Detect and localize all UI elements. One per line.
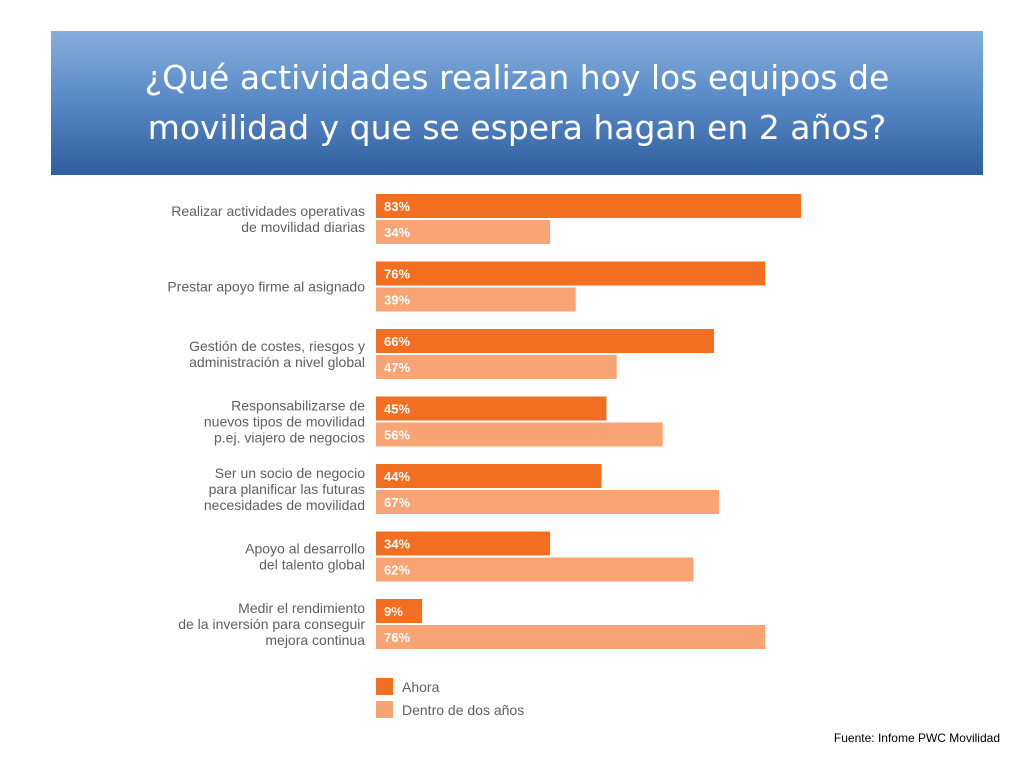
category-label: mejora continua <box>265 632 365 648</box>
category-label: Responsabilizarse de <box>231 398 365 414</box>
legend-swatch <box>376 678 393 695</box>
bar-value-label: 9% <box>384 604 403 619</box>
category-label: p.ej. viajero de negocios <box>214 430 365 446</box>
bar-value-label: 66% <box>384 334 410 349</box>
bar-value-label: 44% <box>384 469 410 484</box>
category-label: administración a nivel global <box>189 354 365 370</box>
category-label: nuevos tipos de movilidad <box>204 414 365 430</box>
category-label: Realizar actividades operativas <box>171 203 365 219</box>
bar-ahora-7 <box>376 599 423 623</box>
bar-value-label: 34% <box>384 537 410 552</box>
bar-dos-anos-7 <box>376 625 766 649</box>
category-label: Medir el rendimiento <box>238 600 365 616</box>
source-note: Fuente: Infome PWC Movilidad <box>833 731 1000 745</box>
bar-value-label: 67% <box>384 495 410 510</box>
bar-value-label: 47% <box>384 360 410 375</box>
bar-ahora-4 <box>376 396 607 421</box>
bar-dos-anos-2 <box>376 287 576 312</box>
title-line-1: ¿Qué actividades realizan hoy los equipo… <box>144 58 890 97</box>
bar-value-label: 76% <box>384 267 410 282</box>
category-label: del talento global <box>259 557 365 573</box>
category-label: Ser un socio de negocio <box>215 465 365 481</box>
bar-value-label: 62% <box>384 563 410 578</box>
legend-swatch <box>376 701 393 718</box>
category-label: de la inversión para conseguir <box>178 616 365 632</box>
legend-label: Dentro de dos años <box>402 702 524 718</box>
bar-dos-anos-1 <box>376 220 551 244</box>
bar-value-label: 45% <box>384 402 410 417</box>
category-label: Gestión de costes, riesgos y <box>189 338 365 354</box>
bar-dos-anos-3 <box>376 355 617 379</box>
bar-dos-anos-4 <box>376 422 663 447</box>
bar-dos-anos-5 <box>376 490 720 514</box>
bar-value-label: 76% <box>384 630 410 645</box>
title-banner: ¿Qué actividades realizan hoy los equipo… <box>51 31 983 175</box>
bar-ahora-6 <box>376 531 551 556</box>
category-label: Apoyo al desarrollo <box>245 541 365 557</box>
legend-label: Ahora <box>402 679 440 695</box>
bar-value-label: 34% <box>384 225 410 240</box>
bar-value-label: 39% <box>384 293 410 308</box>
category-label: para planificar las futuras <box>209 481 365 497</box>
bar-value-label: 83% <box>384 199 410 214</box>
bar-ahora-1 <box>376 194 801 218</box>
bar-dos-anos-6 <box>376 557 694 582</box>
bar-value-label: 56% <box>384 428 410 443</box>
bar-ahora-3 <box>376 329 714 353</box>
category-label: Prestar apoyo firme al asignado <box>167 279 365 295</box>
bar-ahora-5 <box>376 464 602 488</box>
category-label: necesidades de movilidad <box>204 497 365 513</box>
title-line-2: movilidad y que se espera hagan en 2 año… <box>147 108 887 147</box>
category-label: de movilidad diarias <box>241 219 365 235</box>
bar-ahora-2 <box>376 261 766 286</box>
